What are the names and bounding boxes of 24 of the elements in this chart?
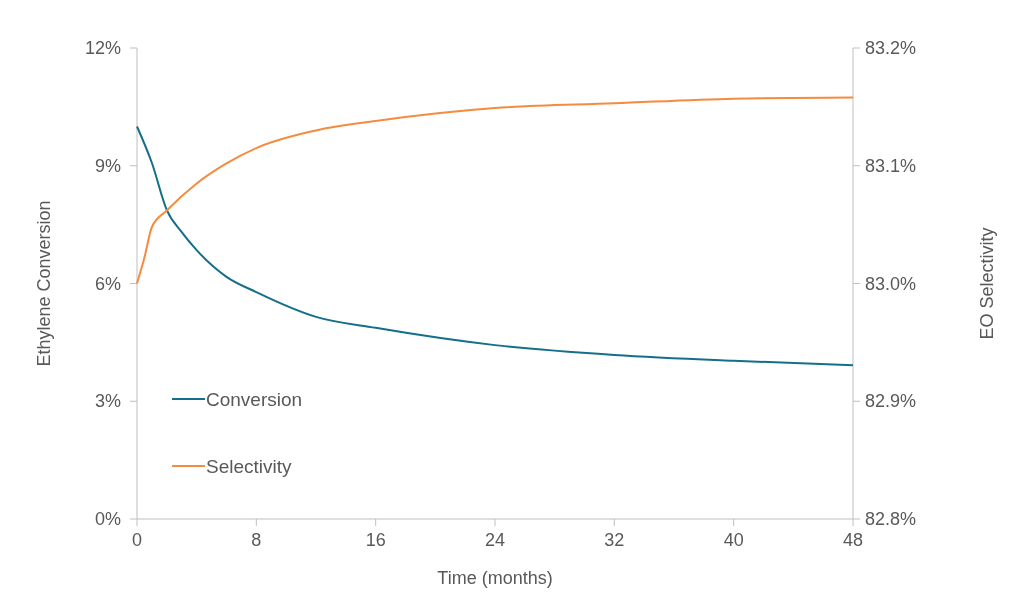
x-tick-label: 40	[723, 530, 744, 550]
x-tick-label: 16	[365, 530, 386, 550]
y2-axis-title: EO Selectivity	[977, 227, 997, 340]
y-tick-label: 12%	[84, 38, 121, 58]
line-series	[136, 96, 854, 285]
x-tick-label: 8	[251, 530, 262, 550]
legend-label: Selectivity	[206, 456, 293, 477]
y2-tick-label: 83.2%	[865, 38, 917, 58]
x-axis-title: Time (months)	[437, 568, 553, 588]
x-tick-label: 24	[484, 530, 506, 550]
y-tick-label: 0%	[94, 509, 121, 529]
legend-label: Conversion	[206, 389, 303, 410]
x-tick-label: 32	[604, 530, 625, 550]
x-tick-label: 48	[842, 530, 864, 550]
y-tick-label: 3%	[94, 391, 121, 412]
y2-tick-label: 82.8%	[865, 509, 917, 529]
y-tick-label: 9%	[94, 155, 121, 176]
y2-tick-label: 82.9%	[865, 391, 917, 412]
y2-tick-label: 83.1%	[865, 155, 917, 176]
line-series	[136, 125, 854, 367]
y-axis-title: Ethylene Conversion	[34, 200, 54, 367]
y-tick-label: 6%	[94, 273, 121, 294]
x-tick-label: 0	[131, 530, 143, 550]
y2-tick-label: 83.0%	[865, 273, 917, 294]
